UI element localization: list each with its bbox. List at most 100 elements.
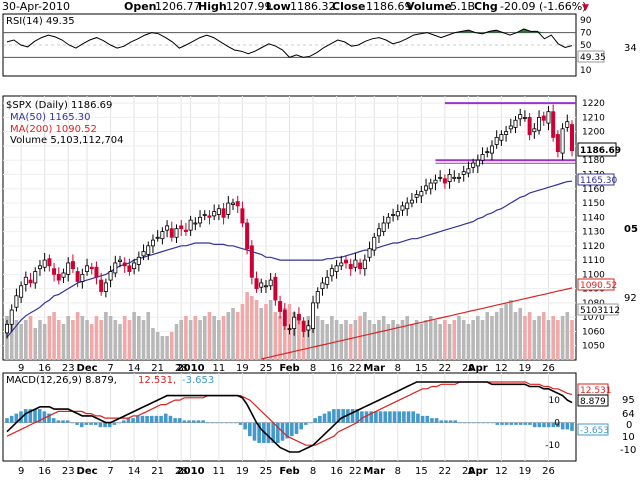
volume-bar-43: [207, 312, 212, 360]
rsi-badge: 34: [624, 43, 637, 54]
volume-bar-90: [428, 316, 433, 360]
candle-body-5: [28, 279, 33, 284]
volume-bars: [5, 292, 574, 360]
candle-body-36: [174, 228, 179, 238]
price-xtick-2: 23: [62, 363, 75, 374]
macd-hist-bar-113: [532, 422, 537, 428]
header-open: 1206.77: [155, 0, 201, 13]
volume-bar-103: [490, 316, 494, 360]
macd-hist-bar-47: [224, 422, 229, 424]
candle-body-10: [52, 268, 57, 275]
candle-body-103: [489, 145, 494, 154]
macd-xtick-20: 29: [462, 466, 475, 477]
candle-body-19: [94, 266, 99, 278]
candle-body-107: [508, 125, 513, 130]
volume-bar-116: [551, 316, 555, 360]
macd-xtick-16: Mar: [363, 466, 385, 477]
header-bar: 30-Apr-2010 Open 1206.77 High 1207.99 Lo…: [2, 0, 589, 13]
macd-hist-bar-29: [140, 415, 145, 423]
candle-body-63: [301, 321, 306, 332]
volume-bar-15: [75, 312, 80, 360]
volume-bar-55: [264, 304, 268, 360]
macd-hist-bar-25: [121, 420, 126, 423]
candle-body-35: [169, 228, 174, 238]
price-tick-1140: 1140: [582, 213, 605, 223]
volume-bar-39: [188, 320, 193, 360]
macd-hist-bar-68: [322, 413, 327, 423]
candle-body-110: [522, 117, 527, 119]
macd-hist-bar-48: [229, 422, 233, 424]
candle-body-22: [108, 271, 113, 281]
candle-body-120: [570, 124, 575, 152]
macd-hist-bar-101: [476, 422, 481, 424]
price-tick-1110: 1110: [582, 256, 605, 266]
volume-bar-67: [320, 320, 325, 360]
macd-hist-bar-84: [397, 411, 402, 423]
legend-ma50: MA(50) 1165.30: [10, 112, 91, 123]
volume-bar-98: [466, 324, 471, 360]
volume-bar-58: [278, 316, 282, 360]
candle-body-34: [165, 225, 170, 231]
candle-body-52: [249, 245, 254, 278]
volume-bar-62: [297, 316, 301, 360]
header-low-label: Low: [266, 0, 291, 13]
price-tick-1180: 1180: [582, 156, 605, 166]
macd-hist-bar-63: [299, 422, 303, 430]
macd-hist-bar-14: [70, 422, 75, 424]
candle-body-85: [405, 202, 410, 210]
price-xtick-4: 7: [107, 363, 113, 374]
volume-bar-120: [570, 320, 574, 360]
rsi-value-box: [577, 50, 605, 63]
volume-bar-22: [108, 316, 113, 360]
volume-bar-68: [325, 324, 329, 360]
macd-hist-bar-41: [196, 420, 201, 423]
candle-body-21: [103, 282, 108, 292]
price-xtick-5: 14: [128, 363, 141, 374]
volume-bar-74: [353, 320, 358, 360]
macd-hist-bar-119: [560, 422, 565, 430]
rsi-frame: [2, 13, 577, 77]
price-xtick-1: 16: [38, 363, 51, 374]
volume-bar-5: [28, 316, 33, 360]
price-xtick-23: 19: [519, 363, 532, 374]
price-xtick-17: 8: [395, 363, 401, 374]
macd-hist-bar-77: [364, 411, 369, 423]
legend-volume: Volume 5,103,112,704: [10, 135, 124, 146]
macd-xtick-14: 16: [330, 466, 343, 477]
last-price-label: 1186.69: [580, 146, 621, 156]
volume-bar-65: [311, 312, 315, 360]
price-tick-1130: 1130: [582, 228, 605, 238]
volume-bar-27: [132, 312, 136, 360]
ma50-value-label: 1165.30: [580, 176, 617, 186]
macd-badge-a: 95: [622, 395, 635, 406]
macd-hist-bar-80: [378, 411, 383, 423]
volume-bar-61: [292, 312, 297, 360]
macd-xtick-17: 8: [395, 466, 401, 477]
macd-xtick-18: 15: [415, 466, 428, 477]
volume-bar-110: [523, 316, 527, 360]
macd-hist-bar-81: [383, 411, 388, 423]
candle-body-29: [141, 251, 146, 257]
volume-bar-80: [381, 316, 386, 360]
volume-bar-6: [33, 328, 38, 360]
price-xtick-24: 26: [542, 363, 555, 374]
volume-bar-7: [38, 320, 42, 360]
price-badge-mid: 92: [624, 293, 637, 304]
volume-bar-56: [268, 300, 273, 360]
macd-tick-10: 10: [549, 396, 561, 406]
macd-hist-bar-33: [159, 415, 163, 423]
volume-bar-85: [405, 316, 410, 360]
volume-bar-31: [151, 328, 155, 360]
macd-hist-bar-95: [448, 420, 453, 423]
candle-body-45: [216, 208, 221, 215]
rsi-tick-50: 50: [580, 41, 592, 51]
candle-body-44: [212, 211, 217, 217]
macd-hist-bar-115: [542, 422, 546, 428]
ma200-line: [261, 287, 573, 360]
legend-ma200: MA(200) 1090.52: [10, 124, 97, 135]
candle-body-53: [254, 278, 259, 290]
price-xtick-10: 19: [236, 363, 249, 374]
volume-bar-96: [457, 316, 461, 360]
volume-bar-23: [113, 320, 118, 360]
